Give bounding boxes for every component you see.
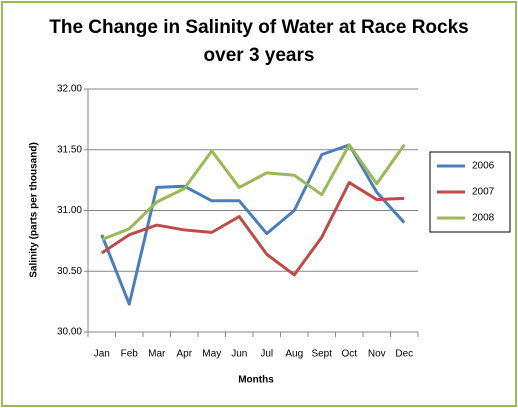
series-line (101, 143, 406, 242)
x-tick-label: Jul (260, 349, 273, 360)
y-tick-label: 30.50 (57, 266, 82, 277)
x-tick-label: May (202, 349, 221, 360)
x-tick-label: Sept (311, 349, 332, 360)
x-tick-label: Jan (94, 349, 110, 360)
y-tick-label: 30.00 (57, 327, 82, 338)
series-line (100, 181, 405, 277)
x-tick-label: Mar (148, 349, 166, 360)
y-tick-label: 32.00 (57, 84, 82, 95)
y-tick-label: 31.00 (57, 205, 82, 216)
chart-title: The Change in Salinity of Water at Race … (49, 17, 469, 66)
x-tick-label: Dec (395, 349, 413, 360)
x-tick-label: Nov (368, 349, 386, 360)
x-axis-label: Months (238, 375, 274, 386)
x-tick-label: Apr (176, 349, 192, 360)
y-axis-label: Salinity (parts per thousand) (29, 142, 40, 278)
legend-label: 2006 (472, 161, 495, 172)
x-tick-label: Oct (341, 349, 357, 360)
x-tick-label: Feb (121, 349, 139, 360)
legend-label: 2007 (472, 187, 495, 198)
series-line (100, 143, 406, 306)
x-tick-label: Aug (285, 349, 303, 360)
legend-label: 2008 (472, 213, 495, 224)
y-tick-label: 31.50 (57, 144, 82, 155)
x-tick-label: Jun (231, 349, 247, 360)
